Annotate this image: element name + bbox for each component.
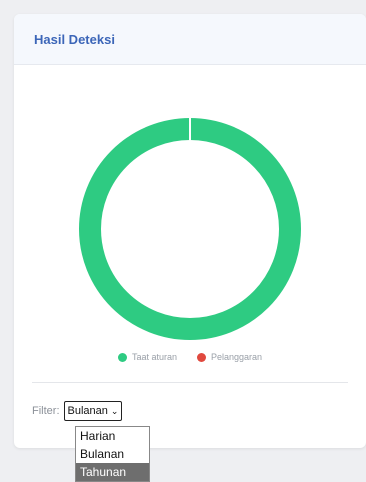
period-select-value: Bulanan xyxy=(67,405,108,417)
card-header: Hasil Deteksi xyxy=(14,14,366,65)
card-title: Hasil Deteksi xyxy=(34,31,115,47)
donut-chart-svg xyxy=(79,118,301,340)
chart-legend: Taat aturan Pelanggaran xyxy=(14,352,366,362)
divider xyxy=(32,382,348,383)
donut-slice-taat-aturan[interactable] xyxy=(79,118,301,340)
donut-chart xyxy=(14,64,366,344)
legend-item-taat-aturan[interactable]: Taat aturan xyxy=(117,352,177,362)
option-bulanan[interactable]: Bulanan xyxy=(80,447,125,461)
detection-results-card: Hasil Deteksi Taat aturan Pelanggaran Fi… xyxy=(14,14,366,448)
period-select[interactable]: Bulanan ⌄ xyxy=(63,401,123,421)
legend-label-pelanggaran: Pelanggaran xyxy=(210,352,263,362)
filter-row: Filter: Bulanan ⌄ xyxy=(32,401,123,421)
option-harian[interactable]: Harian xyxy=(80,429,116,443)
legend-item-pelanggaran[interactable]: Pelanggaran xyxy=(196,352,263,362)
filter-label: Filter: xyxy=(32,405,60,417)
legend-label-taat-aturan: Taat aturan xyxy=(131,352,177,362)
option-tahunan[interactable]: Tahunan xyxy=(76,463,149,481)
legend-dot-pelanggaran xyxy=(196,352,206,362)
chevron-down-icon: ⌄ xyxy=(110,405,119,416)
legend-dot-taat-aturan xyxy=(117,352,127,362)
period-dropdown: Harian Bulanan Tahunan xyxy=(75,426,150,482)
